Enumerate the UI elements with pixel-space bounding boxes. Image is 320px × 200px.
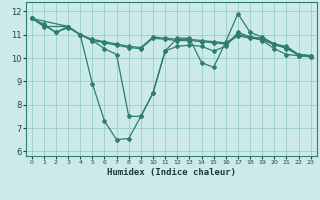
- X-axis label: Humidex (Indice chaleur): Humidex (Indice chaleur): [107, 168, 236, 177]
